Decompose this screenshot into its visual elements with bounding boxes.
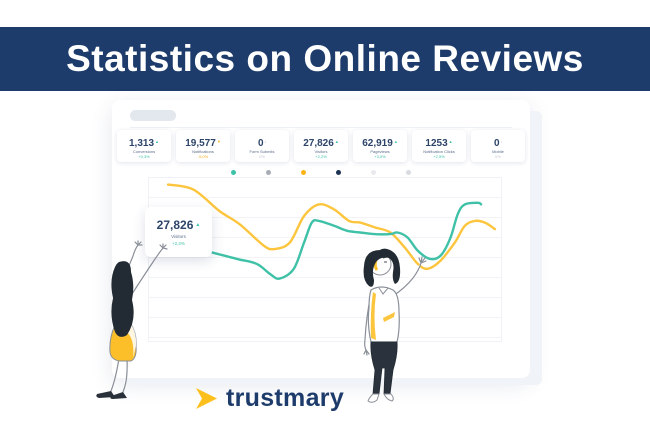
legend-dot-navy[interactable] xyxy=(336,170,341,175)
stat-value: 0 xyxy=(258,137,264,149)
stat-change: +2,2% xyxy=(315,153,327,159)
stat-label: Notification Clicks xyxy=(423,148,455,154)
stat-value: 27,826 xyxy=(303,137,334,149)
stat-card-notification-clicks[interactable]: 1253▲ Notification Clicks +2,5% xyxy=(412,130,466,162)
tooltip-value: 27,826 xyxy=(156,218,194,232)
legend-dot-gray[interactable] xyxy=(266,170,271,175)
trend-flat-icon: • xyxy=(500,138,502,144)
divider xyxy=(130,127,512,128)
stat-card-notifications[interactable]: 19,577▼ Notifications -5,0% xyxy=(176,130,230,162)
legend-dot-yellow[interactable] xyxy=(301,170,306,175)
stat-change: 0% xyxy=(495,153,501,159)
legend-dot-lightgray-2[interactable] xyxy=(406,170,411,175)
chart-tooltip[interactable]: 27,826 ▲ Visitors +2,2% xyxy=(145,207,212,257)
teal-series-line xyxy=(210,201,483,280)
dashboard-panel: 1,313▲ Conversions +0,3% 19,577▼ Notific… xyxy=(112,100,530,378)
stat-value: 1253 xyxy=(425,137,448,149)
trend-flat-icon: • xyxy=(264,138,266,144)
trend-up-icon: ▲ xyxy=(195,222,201,228)
stat-value: 62,919 xyxy=(362,137,393,149)
line-chart xyxy=(148,177,502,342)
stat-label: Mobile xyxy=(492,148,504,154)
stat-value: 0 xyxy=(494,137,500,149)
stat-card-visitors[interactable]: 27,826▲ Visitors +2,2% xyxy=(294,130,348,162)
page-title: Statistics on Online Reviews xyxy=(66,38,584,79)
chart-legend xyxy=(112,170,530,176)
stats-row: 1,313▲ Conversions +0,3% 19,577▼ Notific… xyxy=(117,130,525,162)
trustmary-logo: trustmary xyxy=(195,384,344,413)
stat-change: +3,0% xyxy=(374,153,386,159)
legend-dot-teal[interactable] xyxy=(231,170,236,175)
legend-dot-lightgray-1[interactable] xyxy=(371,170,376,175)
tooltip-label: Visitors xyxy=(171,234,186,239)
stat-change: +0,3% xyxy=(138,153,150,159)
right-person-illustration xyxy=(363,248,427,403)
stat-value: 1,313 xyxy=(129,137,155,149)
stat-card-conversions[interactable]: 1,313▲ Conversions +0,3% xyxy=(117,130,171,162)
trustmary-arrow-icon xyxy=(196,388,217,409)
yellow-series-line xyxy=(166,183,497,271)
trend-up-icon: ▲ xyxy=(448,138,453,144)
chart-lines xyxy=(166,183,497,280)
stat-change: 0% xyxy=(259,153,265,159)
tooltip-change: +2,2% xyxy=(172,241,185,246)
trend-up-icon: ▲ xyxy=(393,138,398,144)
stat-value: 19,577 xyxy=(185,137,216,149)
trend-up-icon: ▲ xyxy=(334,138,339,144)
stat-card-form-submits[interactable]: 0• Form Submits 0% xyxy=(235,130,289,162)
header-placeholder xyxy=(130,110,176,121)
trend-up-icon: ▲ xyxy=(155,138,159,144)
stat-change: -5,0% xyxy=(197,153,209,159)
stat-label: Notifications xyxy=(192,148,214,154)
stat-label: Conversions xyxy=(132,148,156,154)
stat-label: Form Submits xyxy=(249,148,275,154)
stat-card-pageviews[interactable]: 62,919▲ Pageviews +3,0% xyxy=(353,130,407,162)
title-banner: Statistics on Online Reviews xyxy=(0,27,650,91)
stat-card-mobile[interactable]: 0• Mobile 0% xyxy=(471,130,525,162)
stat-label: Visitors xyxy=(314,148,328,154)
left-person-illustration xyxy=(96,240,168,399)
stat-change: +2,5% xyxy=(433,153,445,159)
trend-down-icon: ▼ xyxy=(216,138,221,144)
trustmary-logo-text: trustmary xyxy=(226,384,345,412)
stat-label: Pageviews xyxy=(370,148,390,154)
